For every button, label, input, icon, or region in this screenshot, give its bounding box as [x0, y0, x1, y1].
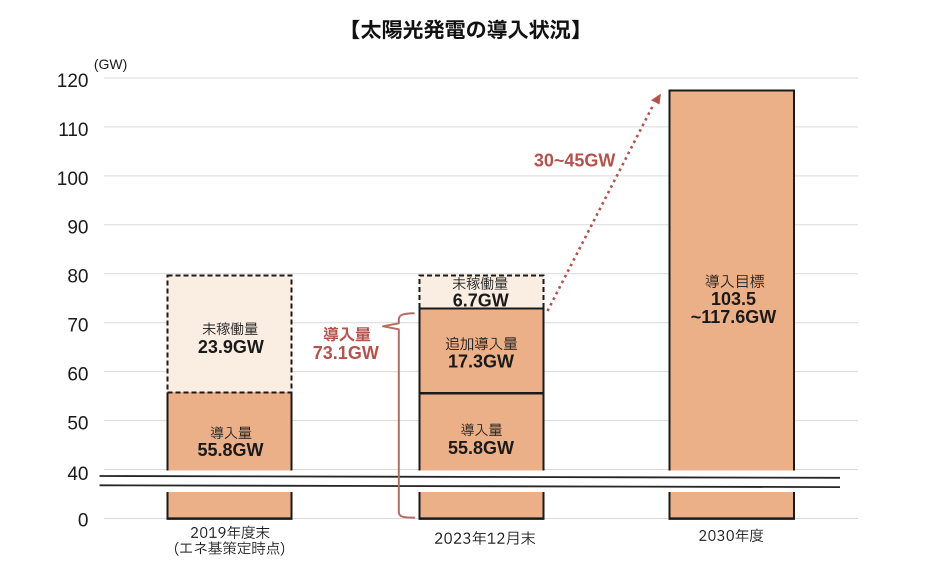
svg-text:50: 50: [67, 414, 88, 435]
svg-text:23.9GW: 23.9GW: [198, 337, 264, 357]
svg-text:80: 80: [67, 267, 88, 288]
svg-text:40: 40: [67, 464, 88, 485]
svg-text:73.1GW: 73.1GW: [313, 343, 379, 363]
svg-text:55.8GW: 55.8GW: [197, 440, 263, 460]
svg-text:90: 90: [67, 218, 88, 239]
svg-text:70: 70: [67, 316, 88, 337]
svg-text:55.8GW: 55.8GW: [448, 438, 514, 458]
svg-text:60: 60: [67, 365, 88, 386]
svg-text:103.5: 103.5: [711, 289, 756, 309]
svg-text:6.7GW: 6.7GW: [453, 290, 509, 310]
svg-text:(GW): (GW): [94, 56, 127, 72]
svg-text:17.3GW: 17.3GW: [448, 351, 514, 371]
svg-text:30~45GW: 30~45GW: [534, 151, 616, 171]
svg-text:120: 120: [57, 71, 89, 92]
svg-text:0: 0: [78, 511, 89, 532]
svg-text:~117.6GW: ~117.6GW: [691, 307, 777, 327]
svg-text:110: 110: [58, 120, 88, 141]
svg-text:100: 100: [57, 169, 89, 190]
